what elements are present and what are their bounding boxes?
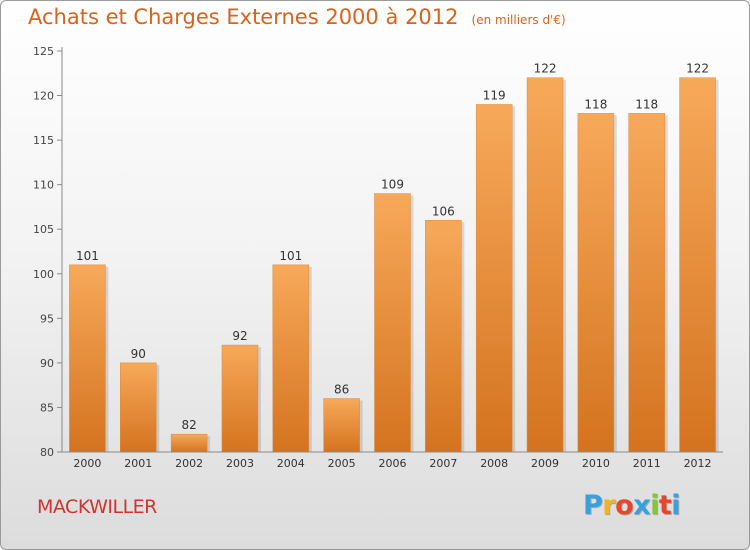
logo-letter: P	[583, 490, 603, 521]
x-tick-label: 2010	[582, 457, 610, 470]
data-label: 92	[232, 329, 247, 343]
x-tick-label: 2000	[73, 457, 101, 470]
data-label: 122	[686, 62, 709, 76]
x-tick-label: 2007	[429, 457, 457, 470]
data-label: 101	[76, 249, 99, 263]
bar	[628, 113, 665, 453]
data-label: 118	[584, 97, 607, 111]
chart-subtitle: (en milliers d'€)	[471, 13, 566, 27]
y-tick-label: 100	[33, 268, 54, 281]
y-axis: 80 85 90 95 100 105 110 115 120 125	[33, 45, 63, 459]
x-tick-label: 2011	[633, 457, 661, 470]
data-label: 86	[334, 383, 349, 397]
bar	[475, 104, 513, 453]
data-label: 101	[279, 249, 302, 263]
data-label: 118	[635, 97, 658, 111]
data-label: 82	[181, 418, 196, 432]
bar	[120, 362, 157, 453]
data-label: 109	[381, 178, 404, 192]
bar	[425, 220, 462, 453]
chart-title: Achats et Charges Externes 2000 à 2012	[28, 5, 459, 29]
x-tick-label: 2001	[124, 457, 152, 470]
data-label: 90	[131, 347, 146, 361]
x-tick-label: 2009	[531, 457, 559, 470]
place-name: MACKWILLER	[37, 496, 157, 518]
y-tick-label: 115	[33, 134, 54, 147]
bar	[221, 344, 259, 453]
y-tick-label: 80	[40, 446, 54, 459]
bar	[577, 113, 615, 453]
bar	[272, 264, 310, 453]
y-tick-label: 125	[33, 45, 54, 58]
x-tick-label: 2005	[328, 457, 356, 470]
y-tick-label: 105	[33, 223, 54, 236]
bar	[526, 77, 564, 453]
logo-letter: t	[658, 490, 672, 521]
x-tick-label: 2002	[175, 457, 203, 470]
logo-letter: r	[602, 490, 616, 521]
chart-heading: Achats et Charges Externes 2000 à 2012 (…	[28, 5, 566, 29]
y-tick-label: 85	[40, 401, 54, 414]
x-tick-label: 2006	[379, 457, 407, 470]
data-label: 122	[534, 62, 557, 76]
data-label: 106	[432, 204, 455, 218]
bar	[679, 77, 716, 453]
bar	[69, 264, 106, 453]
proxiti-logo[interactable]: Proxiti	[583, 490, 681, 521]
logo-letter: x	[633, 490, 651, 521]
y-tick-label: 90	[40, 357, 54, 370]
bar	[170, 433, 208, 453]
logo-letter: o	[615, 490, 634, 521]
bar	[374, 193, 411, 453]
y-tick-label: 120	[33, 90, 54, 103]
x-tick-label: 2004	[277, 457, 305, 470]
logo-letter: i	[671, 490, 681, 521]
x-tick-label: 2008	[480, 457, 508, 470]
bars: 101 90 82 92 101 86 109 106 119 122 118 118 122	[69, 62, 719, 453]
x-tick-label: 2012	[684, 457, 712, 470]
x-axis: 2000 2001 2002 2003 2004 2005 2006 2007 2008 2009…	[62, 451, 723, 470]
y-tick-label: 110	[33, 179, 54, 192]
y-tick-label: 95	[40, 312, 54, 325]
bar	[323, 398, 360, 453]
data-label: 119	[483, 88, 506, 102]
logo-letter: i	[650, 490, 659, 521]
x-tick-label: 2003	[226, 457, 254, 470]
